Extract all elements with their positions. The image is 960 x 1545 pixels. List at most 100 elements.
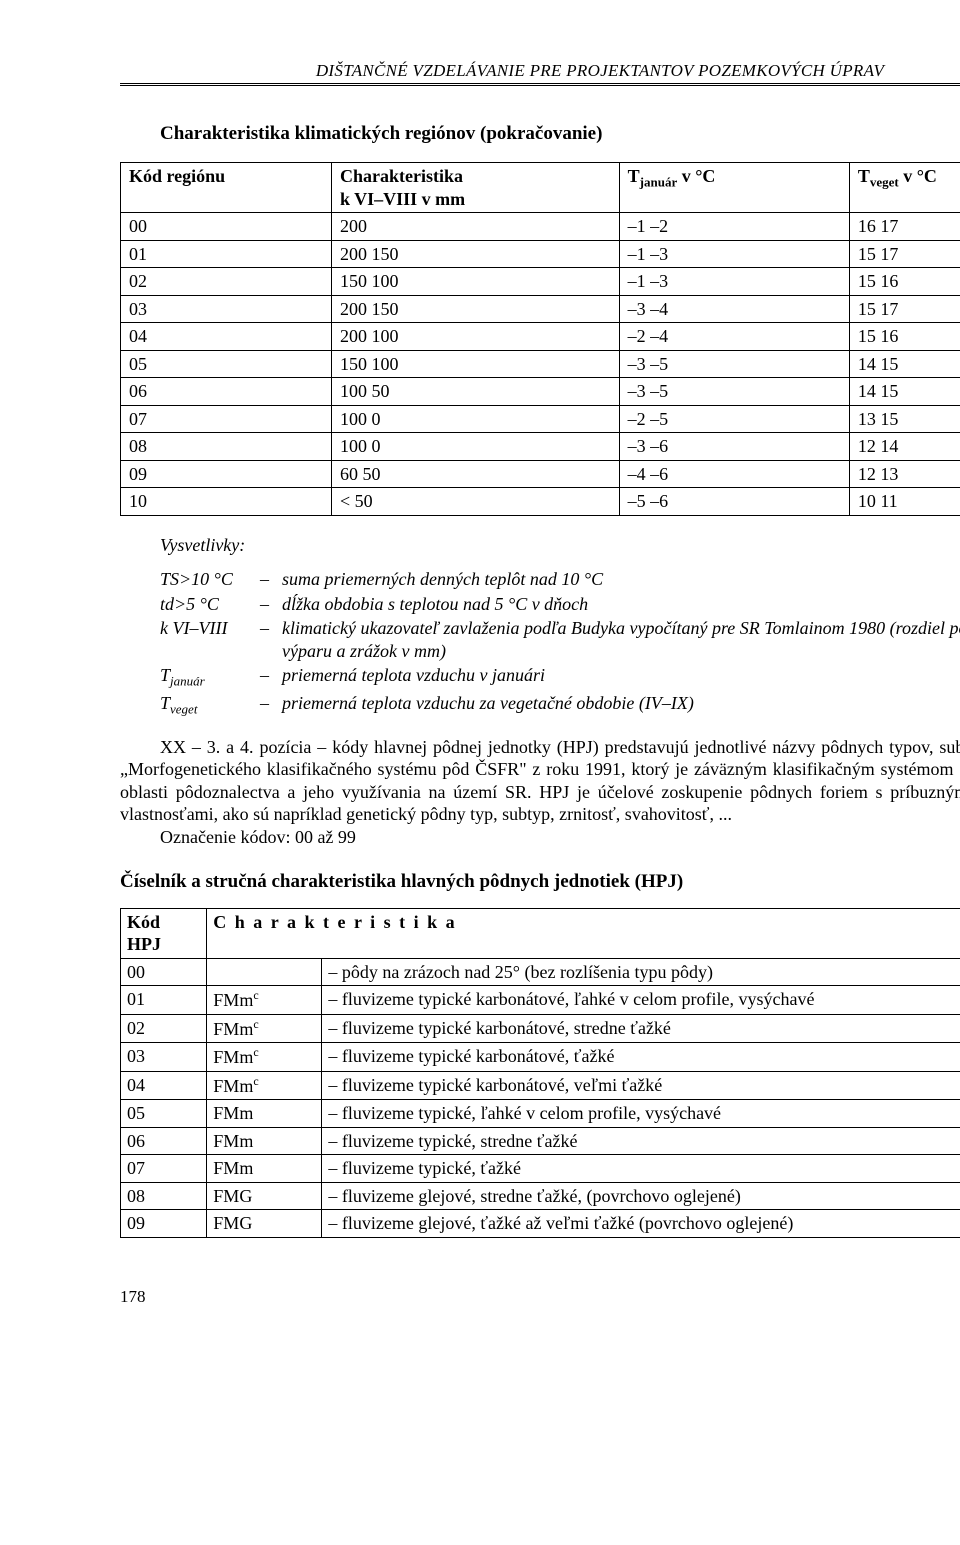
table-cell: –3 –5 [619,378,849,406]
hpj-cell-desc: – fluvizeme glejové, stredne ťažké, (pov… [322,1182,960,1210]
table-row: 03200 150–3 –415 17 [121,295,960,323]
legend-dash: – [260,593,282,616]
table-cell: 09 [121,460,332,488]
hpj-cell-desc: – fluvizeme typické karbonátové, stredne… [322,1014,960,1043]
table-cell: 100 50 [331,378,619,406]
table-cell: 12 14 [849,433,960,461]
table-cell: 15 17 [849,295,960,323]
table-cell: 07 [121,405,332,433]
table-row: 01FMmc– fluvizeme typické karbonátové, ľ… [121,986,960,1015]
table-cell: 15 16 [849,268,960,296]
table-cell: 16 17 [849,213,960,241]
table-cell: 06 [121,378,332,406]
reg-header-tveg-rest: v °C [899,166,937,186]
hpj-cell-kod: 02 [121,1014,207,1043]
legend-dash: – [260,617,282,662]
table-row: 01200 150–1 –315 17 [121,240,960,268]
table-cell: 100 0 [331,405,619,433]
table-row: 00 – pôdy na zrázoch nad 25° (bez rozlíše… [121,958,960,986]
reg-header-tjan-rest: v °C [677,166,715,186]
table-row: 02150 100–1 –315 16 [121,268,960,296]
region-table: Kód regiónu Charakteristika k VI–VIII v … [120,162,960,516]
legend-row: TS>10 °C–suma priemerných denných teplôt… [160,568,960,591]
table-cell: 05 [121,350,332,378]
table-row: 06100 50–3 –514 15 [121,378,960,406]
hpj-header-kod-l2: HPJ [127,934,161,954]
table-cell: 200 [331,213,619,241]
table-cell: –3 –6 [619,433,849,461]
hpj-cell-kod: 07 [121,1155,207,1183]
legend-dash: – [260,568,282,591]
legend-term: k VI–VIII [160,617,260,662]
table-cell: 10 [121,488,332,516]
hpj-cell-symbol: FMm [207,1155,322,1183]
hpj-cell-symbol: FMmc [207,1071,322,1100]
table-cell: 12 13 [849,460,960,488]
table-row: 0960 50–4 –612 13 [121,460,960,488]
table-cell: 150 100 [331,350,619,378]
legend-def: klimatický ukazovateľ zavlaženia podľa B… [282,617,960,662]
hpj-cell-desc: – fluvizeme typické, stredne ťažké [322,1127,960,1155]
legend-term: Tjanuár [160,664,260,690]
table-row: 02FMmc– fluvizeme typické karbonátové, s… [121,1014,960,1043]
legend-dash: – [260,664,282,690]
table-row: 07100 0–2 –513 15 [121,405,960,433]
table-row: 09FMG– fluvizeme glejové, ťažké až veľmi… [121,1210,960,1238]
legend-term: Tveget [160,692,260,718]
paragraph-2-text: Označenie kódov: 00 až 99 [160,827,356,847]
hpj-cell-symbol: FMmc [207,1014,322,1043]
legend-title: Vysvetlivky: [160,534,960,557]
hpj-cell-desc: – fluvizeme typické karbonátové, ťažké [322,1043,960,1072]
table-row: 03FMmc– fluvizeme typické karbonátové, ť… [121,1043,960,1072]
hpj-header-row: Kód HPJ C h a r a k t e r i s t i k a [121,908,960,958]
table-cell: 100 0 [331,433,619,461]
table-cell: –3 –5 [619,350,849,378]
legend-def: suma priemerných denných teplôt nad 10 °… [282,568,960,591]
reg-header-tveg-t: T [858,166,870,186]
header-rule-1 [120,83,960,84]
table-cell: 200 150 [331,240,619,268]
hpj-header-char: C h a r a k t e r i s t i k a [207,908,960,958]
legend-row: k VI–VIII–klimatický ukazovateľ zavlažen… [160,617,960,662]
legend-term: TS>10 °C [160,568,260,591]
hpj-cell-desc: – fluvizeme glejové, ťažké až veľmi ťažk… [322,1210,960,1238]
region-table-header-row: Kód regiónu Charakteristika k VI–VIII v … [121,163,960,213]
table-cell: 200 100 [331,323,619,351]
hpj-cell-symbol: FMG [207,1210,322,1238]
table-cell: –1 –3 [619,240,849,268]
table-row: 05FMm– fluvizeme typické, ľahké v celom … [121,1100,960,1128]
paragraph-2: Označenie kódov: 00 až 99 [120,826,960,849]
reg-header-tjan: Tjanuár v °C [619,163,849,213]
hpj-header-char-text: C h a r a k t e r i s t i k a [213,912,456,932]
hpj-cell-symbol: FMmc [207,1043,322,1072]
table-cell: –1 –2 [619,213,849,241]
hpj-cell-kod: 01 [121,986,207,1015]
hpj-header-kod: Kód HPJ [121,908,207,958]
hpj-cell-desc: – pôdy na zrázoch nad 25° (bez rozlíšeni… [322,958,960,986]
table-cell: 10 11 [849,488,960,516]
legend-def: dĺžka obdobia s teplotou nad 5 °C v dňoc… [282,593,960,616]
legend-def: priemerná teplota vzduchu za vegetačné o… [282,692,960,718]
legend-row: Tjanuár–priemerná teplota vzduchu v janu… [160,664,960,690]
hpj-cell-desc: – fluvizeme typické karbonátové, ľahké v… [322,986,960,1015]
table-cell: 15 17 [849,240,960,268]
hpj-cell-kod: 00 [121,958,207,986]
hpj-cell-kod: 09 [121,1210,207,1238]
table-cell: 14 15 [849,350,960,378]
table-row: 08100 0–3 –612 14 [121,433,960,461]
table-cell: –3 –4 [619,295,849,323]
table-cell: 08 [121,433,332,461]
table-cell: 60 50 [331,460,619,488]
table-cell: 02 [121,268,332,296]
table-cell: –5 –6 [619,488,849,516]
table-cell: –4 –6 [619,460,849,488]
reg-header-kod: Kód regiónu [121,163,332,213]
hpj-cell-symbol: FMmc [207,986,322,1015]
hpj-cell-kod: 03 [121,1043,207,1072]
table-cell: 00 [121,213,332,241]
table-cell: –2 –4 [619,323,849,351]
hpj-cell-kod: 08 [121,1182,207,1210]
table-row: 04FMmc– fluvizeme typické karbonátové, v… [121,1071,960,1100]
hpj-cell-desc: – fluvizeme typické karbonátové, veľmi ť… [322,1071,960,1100]
table-cell: 03 [121,295,332,323]
